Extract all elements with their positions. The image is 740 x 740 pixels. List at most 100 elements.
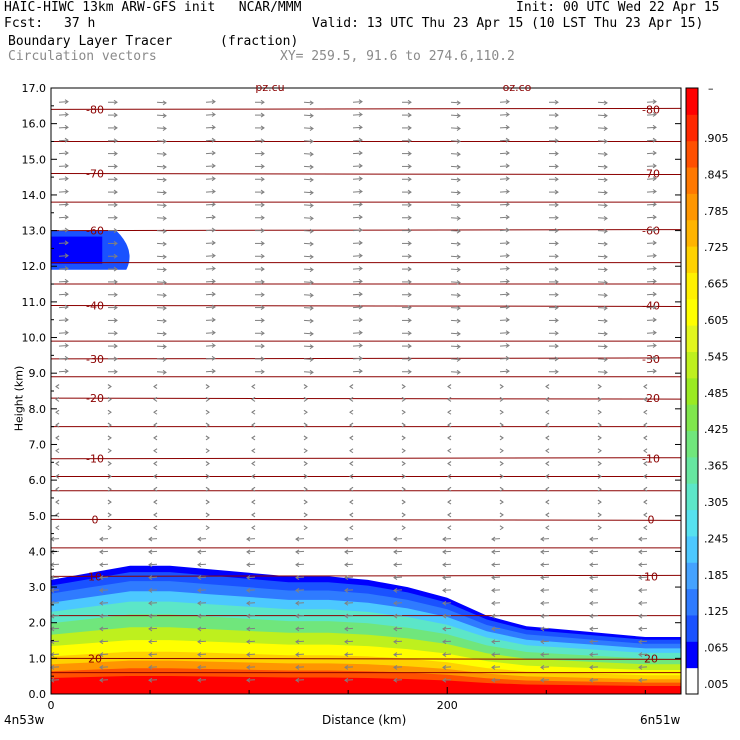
vector-arrowhead	[505, 355, 510, 361]
vector-arrowhead	[407, 305, 412, 311]
x-tick-label: 0	[48, 699, 55, 712]
vector-arrowhead	[589, 626, 594, 632]
vector-arrowhead	[309, 267, 314, 273]
vector-arrowhead	[505, 330, 510, 336]
vector-arrowhead	[643, 473, 648, 479]
vector-arrowhead	[456, 267, 461, 273]
vector-arrowhead	[55, 499, 60, 505]
circulation-vector	[156, 268, 167, 271]
circulation-vector	[597, 268, 608, 271]
vector-arrowhead	[456, 151, 461, 157]
circulation-vector	[352, 203, 363, 206]
vector-arrowhead	[505, 150, 510, 156]
circulation-vector	[156, 140, 167, 142]
vector-arrowhead	[638, 575, 643, 580]
vector-arrowhead	[295, 600, 300, 606]
vector-arrowhead	[211, 201, 216, 207]
circulation-vector	[156, 371, 167, 373]
vector-arrowhead	[358, 227, 363, 233]
circulation-vector	[589, 653, 599, 656]
vector-arrowhead	[643, 384, 648, 390]
colorbar-swatch	[686, 219, 698, 247]
vector-arrowhead	[162, 215, 167, 221]
vector-arrowhead	[456, 215, 461, 221]
circulation-vector	[393, 602, 403, 604]
colorbar-label: .185	[704, 569, 729, 582]
colorbar-label: .725	[704, 241, 729, 254]
circulation-vector	[205, 190, 216, 193]
circulation-vector	[246, 666, 256, 668]
vector-arrowhead	[153, 409, 158, 415]
vector-arrowhead	[554, 215, 559, 221]
vector-arrowhead	[64, 240, 69, 246]
circulation-vector	[50, 679, 60, 681]
circulation-vector	[540, 602, 550, 604]
vector-arrowhead	[251, 512, 256, 518]
vector-arrowhead	[499, 448, 504, 454]
vector-arrowhead	[491, 613, 496, 619]
circulation-vector	[450, 281, 461, 284]
vector-arrowhead	[505, 368, 510, 374]
circulation-vector	[148, 653, 158, 656]
vector-arrowhead	[505, 214, 510, 220]
vector-arrowhead	[456, 190, 461, 196]
colorbar-swatch	[686, 351, 698, 379]
colorbar-label: .125	[704, 605, 729, 618]
vector-arrowhead	[303, 396, 308, 402]
circulation-vector	[99, 615, 109, 617]
circulation-vector	[197, 550, 207, 553]
vector-arrowhead	[597, 422, 602, 428]
circulation-vector	[99, 589, 109, 591]
vector-arrowhead	[540, 639, 545, 645]
circulation-vector	[646, 229, 657, 232]
circulation-vector	[246, 576, 256, 579]
vector-arrowhead	[589, 600, 594, 606]
field-units: (fraction)	[220, 34, 299, 49]
vector-arrowhead	[638, 664, 643, 670]
colorbar-label: .665	[704, 278, 729, 291]
vector-arrowhead	[162, 203, 167, 208]
circulation-vector	[491, 615, 501, 617]
vector-arrowhead	[260, 151, 265, 157]
vector-arrowhead	[589, 639, 594, 645]
vector-arrowhead	[205, 486, 210, 492]
circulation-vector	[442, 538, 452, 540]
circulation-vector	[638, 589, 648, 591]
circulation-vector	[99, 563, 109, 566]
circulation-vector	[50, 589, 60, 591]
vector-arrowhead	[99, 652, 104, 657]
vector-arrowhead	[358, 368, 363, 374]
circulation-vector	[589, 615, 599, 617]
colorbar-frame	[685, 87, 699, 695]
vector-arrowhead	[64, 317, 69, 323]
contour-line	[50, 457, 682, 460]
vector-arrowhead	[603, 267, 608, 273]
vector-arrowhead	[545, 473, 550, 479]
vector-arrowhead	[442, 562, 447, 568]
vector-arrowhead	[393, 639, 398, 645]
vector-arrowhead	[99, 664, 104, 670]
vector-arrowhead	[211, 278, 216, 284]
vector-arrowhead	[211, 189, 216, 194]
vector-arrowhead	[99, 575, 104, 580]
vector-arrowhead	[260, 189, 265, 195]
vector-arrowhead	[309, 344, 314, 350]
circulation-vector	[450, 319, 461, 322]
contour-line	[50, 229, 682, 232]
circulation-vector	[58, 357, 69, 360]
circulation-vector	[99, 538, 109, 540]
vector-arrowhead	[597, 512, 602, 518]
circulation-vector	[205, 255, 216, 257]
y-tick-label: 1.0	[29, 652, 47, 665]
circulation-vector	[589, 602, 599, 604]
vector-arrowhead	[554, 164, 559, 169]
vector-arrowhead	[407, 279, 412, 285]
circulation-vector	[589, 589, 599, 591]
circulation-vector	[50, 627, 60, 630]
vector-arrowhead	[64, 278, 69, 284]
vector-arrowhead	[309, 190, 314, 196]
y-tick-label: 14.0	[22, 189, 47, 202]
vector-arrowhead	[540, 562, 545, 568]
vector-arrowhead	[309, 357, 314, 362]
circulation-vector	[50, 666, 60, 668]
